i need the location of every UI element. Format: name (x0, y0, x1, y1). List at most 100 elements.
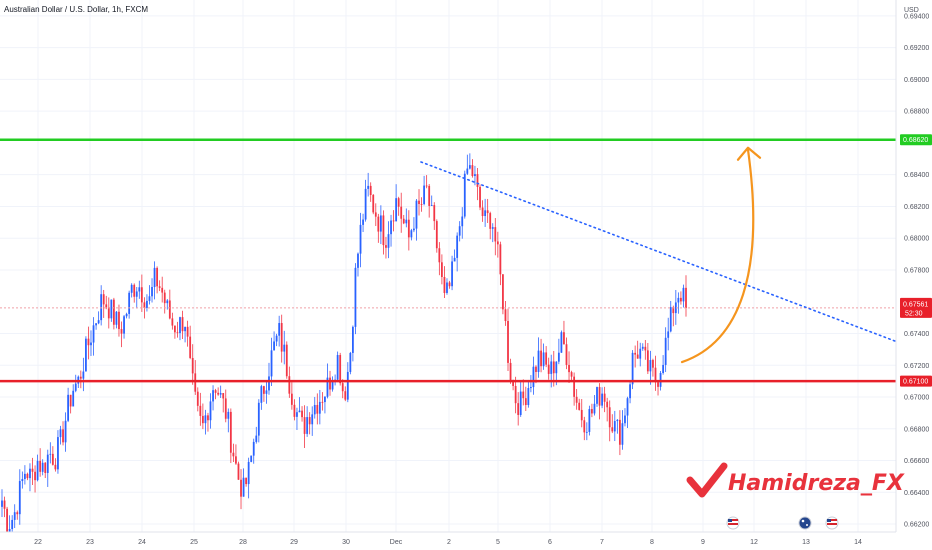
candle-body (535, 366, 537, 372)
candle-body (247, 461, 250, 485)
price-axis[interactable]: USD 0.694000.692000.690000.688000.684000… (895, 0, 932, 532)
candle-body (339, 355, 342, 384)
candle-body (552, 361, 555, 374)
australia-flag-icon[interactable] (798, 516, 812, 530)
watermark: Hamidreza_FX (686, 462, 905, 498)
candle-body (529, 387, 532, 389)
candle-body (585, 431, 588, 433)
candle-series (1, 153, 687, 542)
candle-body (440, 262, 443, 277)
candle-body (112, 299, 115, 325)
candle-body (664, 337, 667, 365)
candle-body (413, 228, 415, 231)
candle-body (311, 414, 314, 425)
candle-body (296, 412, 298, 417)
candle-body (435, 221, 438, 249)
time-tick-label: Dec (390, 539, 403, 546)
candle-body (212, 390, 214, 402)
price-tick-label: 0.69000 (904, 77, 929, 84)
candle-body (199, 405, 202, 416)
candle-body (303, 417, 306, 434)
candle-body (288, 376, 291, 394)
candle-body (430, 205, 433, 206)
candle-body (229, 411, 232, 453)
candle-body (100, 294, 103, 321)
candle-body (268, 376, 270, 391)
candle-body (176, 332, 179, 334)
price-tick-label: 0.66600 (904, 458, 929, 465)
candle-body (507, 320, 509, 363)
candle-body (189, 336, 192, 358)
watermark-text: Hamidreza_FX (728, 471, 905, 496)
candle-body (502, 274, 504, 310)
price-tick-label: 0.68400 (904, 172, 929, 179)
candle-body (547, 364, 550, 374)
candle-body (657, 382, 659, 387)
candle-body (18, 481, 21, 515)
price-tick-label: 0.67200 (904, 363, 929, 370)
candle-body (636, 354, 639, 359)
candle-body (367, 185, 370, 189)
candle-body (428, 185, 431, 206)
candle-body (26, 473, 29, 479)
candle-body (680, 297, 682, 302)
price-tick-label: 0.66800 (904, 426, 929, 433)
candle-body (270, 350, 273, 377)
candle-body (405, 219, 408, 224)
price-tick-label: 0.66400 (904, 490, 929, 497)
candle-body (461, 216, 464, 227)
candle-body (59, 429, 62, 438)
bar-countdown-label: 52:30 (905, 310, 923, 317)
candle-body (207, 415, 209, 421)
candle-body (85, 338, 87, 372)
economic-event-markers[interactable] (726, 516, 839, 530)
candle-body (306, 417, 309, 434)
candle-body (298, 410, 301, 413)
candle-body (446, 282, 448, 293)
us-flag-icon[interactable] (825, 516, 839, 530)
candle-body (641, 346, 644, 349)
candle-body (324, 396, 326, 403)
candle-body (591, 409, 593, 414)
candle-body (171, 318, 174, 326)
candle-body (634, 352, 637, 355)
candle-body (181, 317, 184, 332)
candle-body (242, 477, 245, 497)
candle-body (601, 393, 603, 406)
candle-body (537, 350, 540, 372)
candle-body (351, 326, 354, 353)
candle-body (245, 477, 248, 485)
time-axis[interactable]: 22 23 24 25 28 29 30 Dec 2 5 6 7 8 9 12 13 14 (0, 531, 932, 550)
candle-body (237, 463, 240, 480)
candle-body (682, 287, 685, 302)
candle-body (235, 456, 237, 464)
candle-body (685, 287, 687, 308)
candle-body (184, 326, 186, 332)
candle-body (301, 410, 303, 418)
candle-body (468, 165, 471, 169)
candle-body (649, 360, 652, 372)
candle-body (504, 309, 507, 321)
candle-body (672, 307, 675, 314)
candle-body (540, 350, 542, 367)
price-tick-label: 0.67400 (904, 331, 929, 338)
candle-body (418, 200, 420, 205)
candle-body (209, 401, 212, 421)
candle-body (44, 462, 47, 474)
support-price-label: 0.67100 (903, 379, 928, 386)
candle-body (87, 338, 90, 346)
candle-body (420, 204, 423, 205)
time-tick-label: 25 (190, 539, 198, 546)
candle-body (669, 307, 672, 332)
candle-body (179, 317, 181, 334)
candle-body (72, 390, 75, 407)
us-flag-icon[interactable] (726, 516, 740, 530)
candle-body (166, 300, 169, 304)
candle-body (336, 355, 339, 380)
candle-body (471, 165, 474, 177)
candle-body (453, 257, 456, 262)
candle-body (125, 313, 128, 317)
candle-body (512, 381, 514, 386)
candle-body (74, 383, 77, 391)
